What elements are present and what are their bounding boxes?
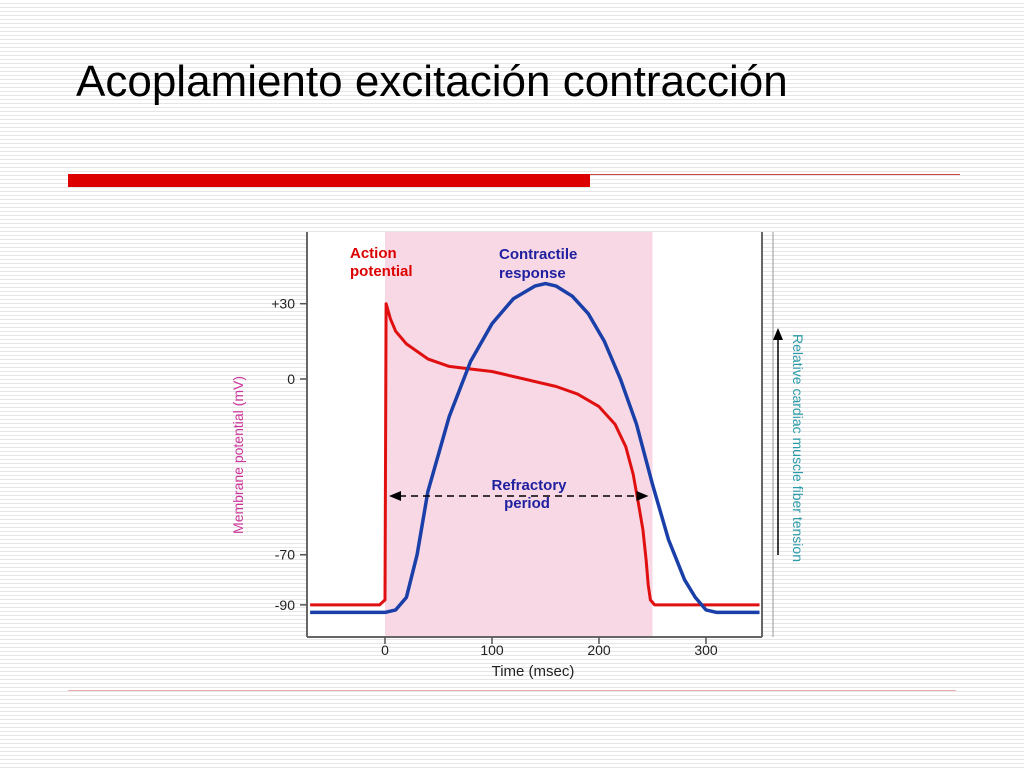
x-tick-label: 200 [587, 642, 611, 658]
right-axis-title: Relative cardiac muscle fiber tension [790, 334, 806, 562]
x-axis-title: Time (msec) [492, 663, 575, 680]
label-action-potential-line1: Action [350, 245, 397, 262]
y-tick-label: 0 [287, 371, 295, 387]
x-axis-ticks: 0 100 200 300 [381, 637, 718, 658]
x-tick-label: 300 [694, 642, 718, 658]
slide-title: Acoplamiento excitación contracción [76, 57, 788, 106]
x-tick-label: 0 [381, 642, 389, 658]
label-action-potential-line2: potential [350, 263, 413, 280]
x-tick-label: 100 [480, 642, 504, 658]
label-refractory-line1: Refractory [491, 477, 567, 494]
title-underline-thin [590, 174, 960, 175]
title-underline [68, 174, 960, 188]
refractory-region [385, 232, 653, 637]
y-tick-label: -90 [275, 597, 295, 613]
refractory-period-arrow [389, 491, 649, 501]
label-refractory-line2: period [504, 495, 550, 512]
arrowhead-left-icon [389, 491, 401, 501]
arrow-up-icon [773, 328, 783, 340]
label-contractile-line1: Contractile [499, 246, 577, 263]
y-tick-label: +30 [271, 296, 295, 312]
arrowhead-right-icon [636, 491, 649, 501]
series-line-action-potential [310, 302, 760, 607]
y-axis-ticks: +30 0 -70 -90 [271, 296, 307, 613]
y-axis-title: Membrane potential (mV) [230, 376, 246, 534]
footer-rule [68, 690, 956, 691]
label-contractile-line2: response [499, 265, 566, 282]
series-line-contractile-response [310, 281, 760, 615]
title-underline-red [68, 174, 590, 187]
y-tick-label: -70 [275, 547, 295, 563]
